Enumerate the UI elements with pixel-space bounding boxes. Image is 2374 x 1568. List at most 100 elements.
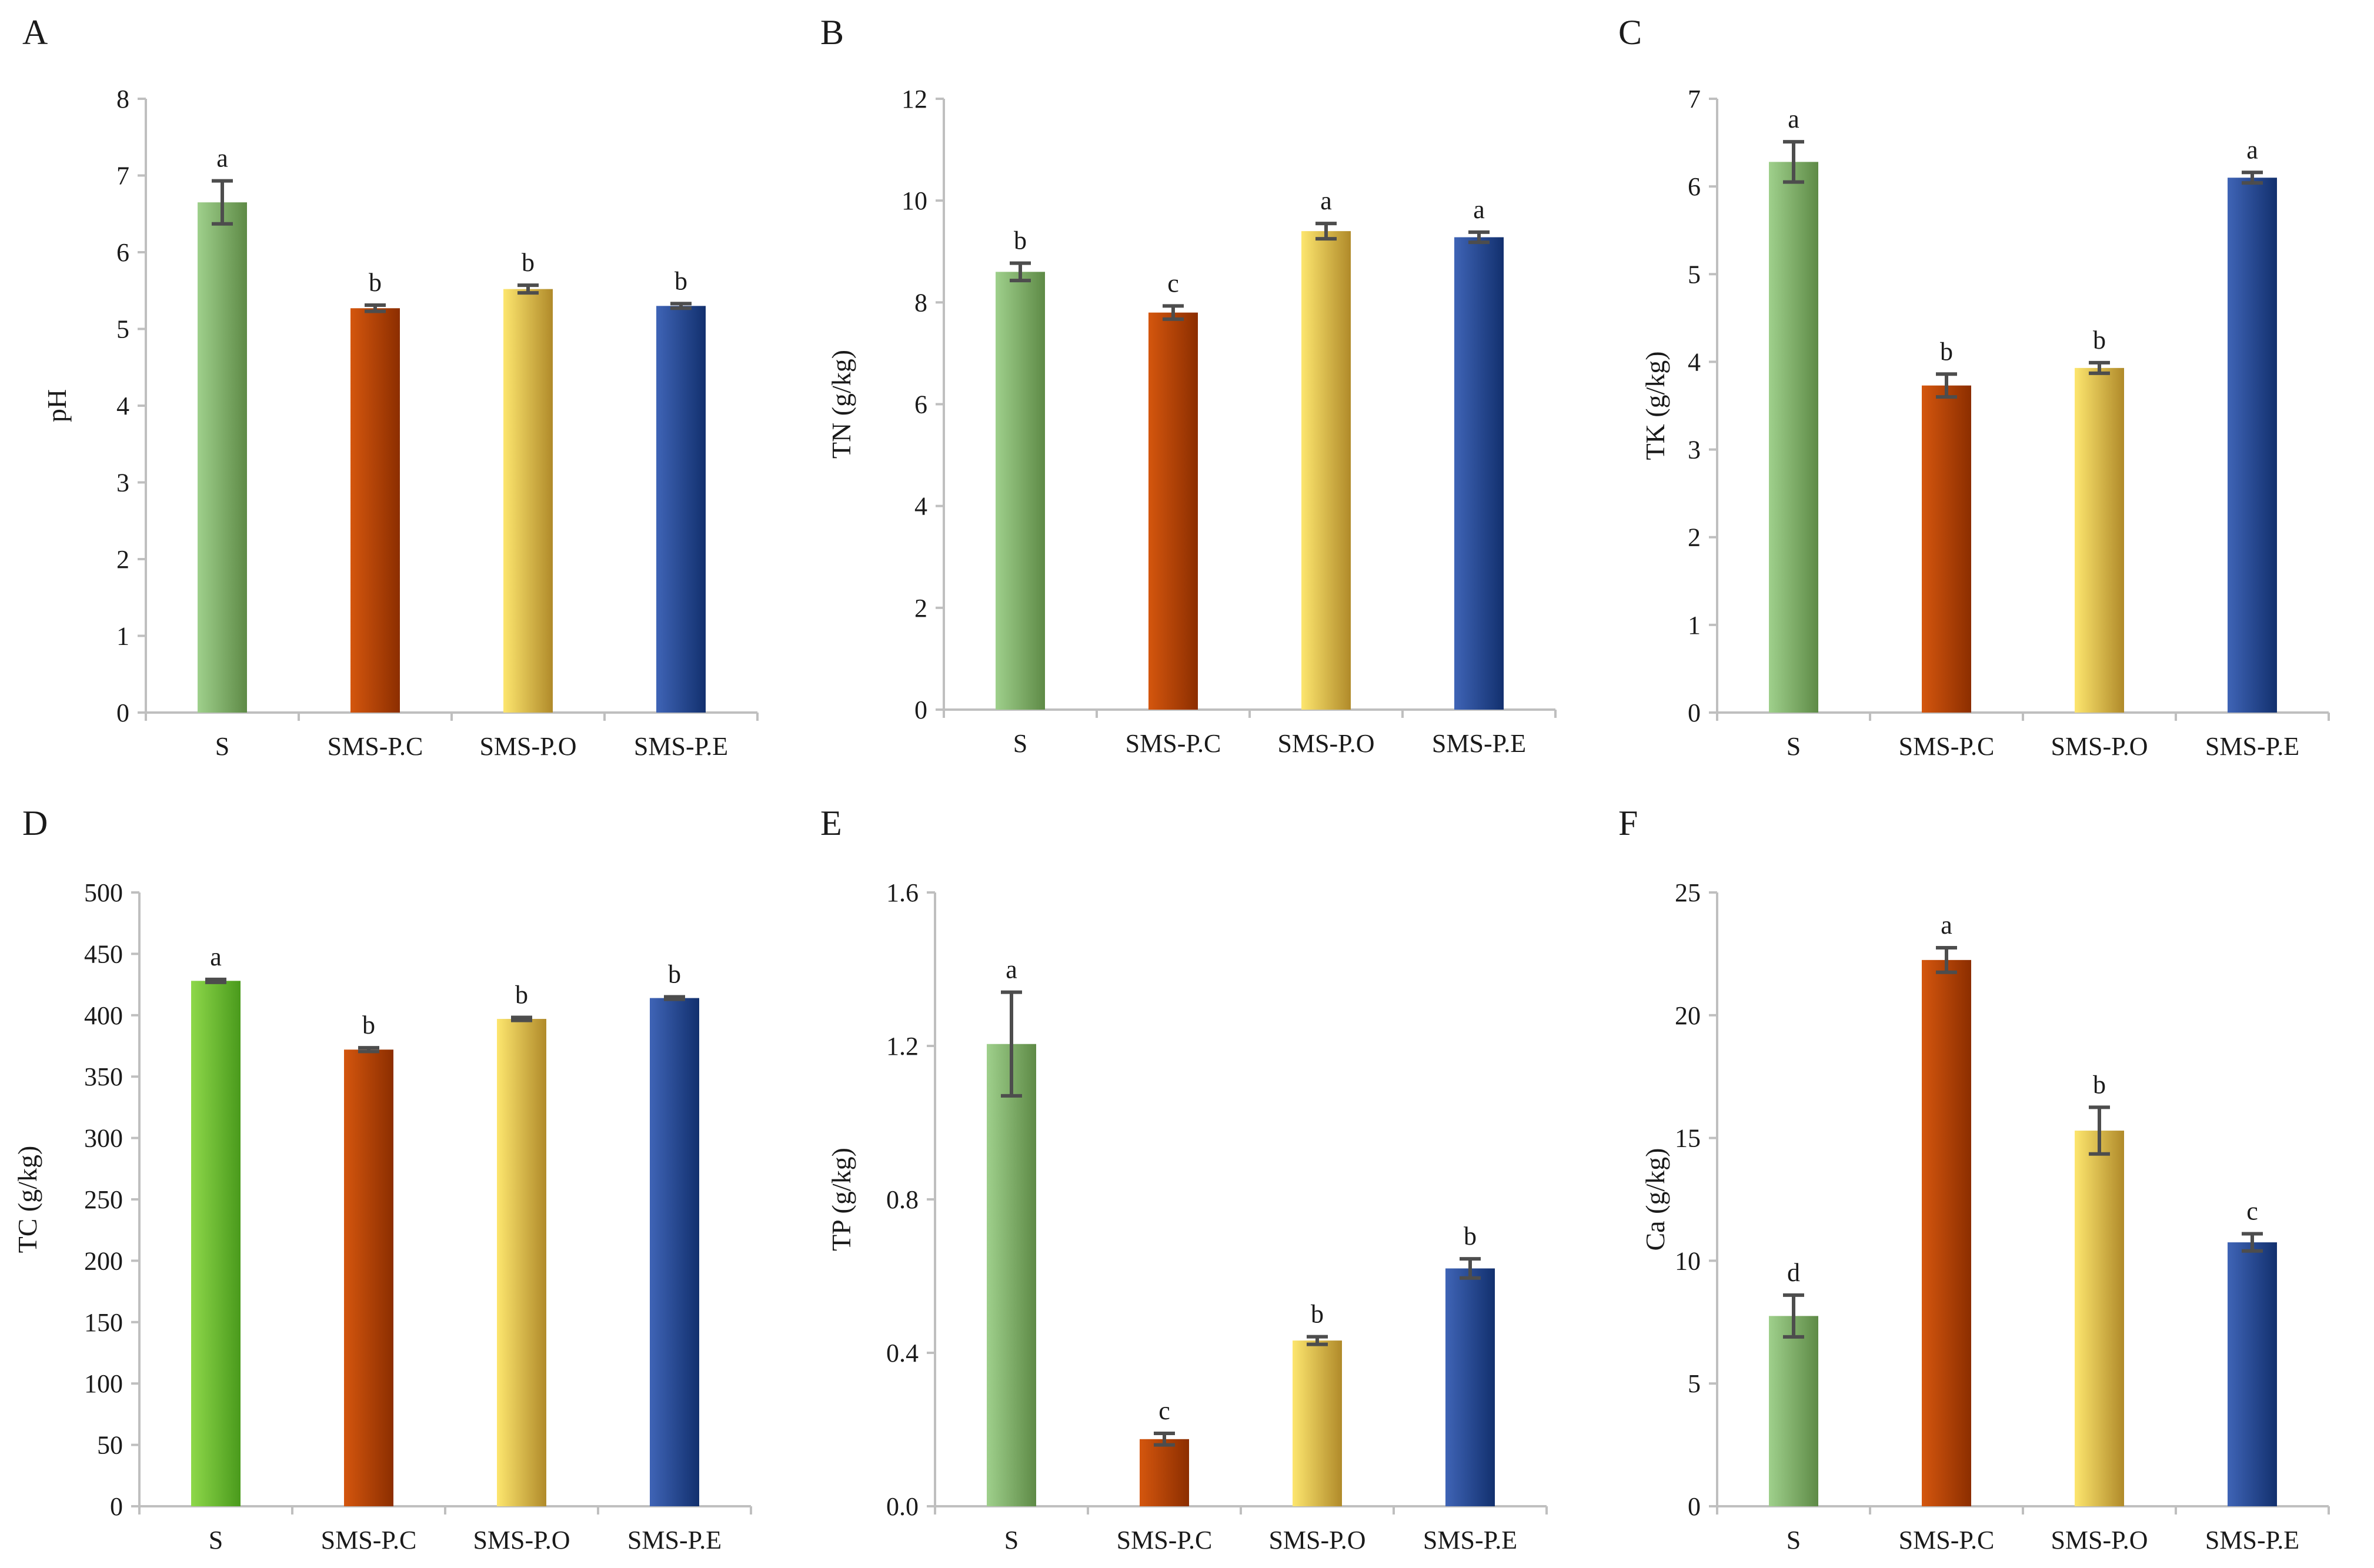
x-category-label: SMS-P.C (1899, 1526, 1995, 1554)
significance-label: c (2246, 1196, 2258, 1225)
y-tick-label: 4 (116, 392, 129, 420)
x-category-label: SMS-P.O (473, 1526, 570, 1554)
y-tick-label: 1 (1688, 611, 1701, 640)
bar-sms-pc (344, 1049, 393, 1506)
error-bar (670, 302, 692, 310)
significance-label: b (2093, 326, 2106, 355)
y-tick-label: 50 (97, 1431, 123, 1460)
panel-label: A (22, 13, 48, 52)
y-axis-title: TK (g/kg) (1640, 351, 1670, 460)
bar-sms-pe (650, 998, 699, 1506)
y-tick-label: 7 (1688, 85, 1701, 113)
y-tick-label: 0 (116, 698, 129, 727)
chart-panels: A012345678pHaSbSMS-P.CbSMS-P.ObSMS-P.EB0… (12, 13, 2330, 1554)
y-axis-title: TC (g/kg) (12, 1146, 42, 1253)
bar-sms-po (497, 1019, 546, 1506)
y-tick-label: 20 (1675, 1001, 1701, 1030)
y-tick-label: 2 (914, 594, 927, 623)
error-bar (1783, 140, 1804, 184)
y-tick-label: 7 (116, 162, 129, 190)
error-bar (1001, 990, 1022, 1098)
bar-sms-pc (1922, 959, 1971, 1506)
y-axis-title: TP (g/kg) (826, 1148, 856, 1251)
y-tick-label: 500 (84, 878, 123, 907)
y-tick-label: 5 (1688, 1369, 1701, 1398)
panel-c: C 0 1 2 3 4 5 6 7 TK (g/kg) a Sb SMS-P.C b SMS-P.O a SMS… (1618, 13, 2330, 761)
y-tick-label: 0 (914, 696, 927, 724)
bar-s (996, 272, 1045, 710)
x-category-label: S (1787, 732, 1801, 761)
error-bar (517, 283, 539, 295)
x-category-label: S (215, 732, 229, 761)
y-tick-label: 200 (84, 1246, 123, 1275)
x-category-label: S (1787, 1526, 1801, 1554)
panel-f: F 0 5 10 15 20 25 Ca (g/kg) d Sa SMS-P.C b SMS-P.O c S… (1618, 804, 2330, 1554)
significance-label: c (1158, 1396, 1170, 1425)
bar-s (1769, 162, 1818, 713)
x-category-label: SMS-P.C (1117, 1526, 1213, 1554)
y-tick-label: 0 (1688, 1492, 1701, 1521)
x-category-label: SMS-P.E (2205, 1526, 2299, 1554)
bar-sms-pe (656, 306, 706, 713)
significance-label: b (362, 1011, 375, 1039)
significance-label: b (1464, 1222, 1477, 1251)
error-bar (2242, 170, 2263, 185)
significance-label: a (1788, 105, 1799, 133)
error-bar (2242, 1232, 2263, 1253)
y-tick-label: 2 (116, 545, 129, 574)
y-tick-label: 2 (1688, 523, 1701, 552)
significance-label: a (1006, 955, 1017, 984)
error-bar (358, 1046, 379, 1054)
bar-sms-pe (1454, 237, 1504, 710)
significance-label: a (1473, 195, 1485, 224)
error-bar (1163, 304, 1184, 321)
significance-label: a (2246, 135, 2258, 164)
error-bar (2089, 1105, 2110, 1156)
x-category-label: S (209, 1526, 223, 1554)
panel-label: F (1618, 804, 1638, 842)
y-tick-label: 450 (84, 940, 123, 968)
significance-label: b (1014, 226, 1027, 255)
y-tick-label: 6 (116, 238, 129, 267)
panel-b: B 0 2 4 6 8 10 12 TN (g/kg) b Sc SMS-P.C a SMS-P.O a SM… (820, 13, 1557, 758)
y-tick-label: 5 (1688, 260, 1701, 289)
bar-sms-pc (1148, 312, 1198, 710)
error-bar (365, 303, 386, 313)
significance-label: b (675, 266, 687, 295)
x-category-label: SMS-P.E (1423, 1526, 1517, 1554)
y-tick-label: 150 (84, 1308, 123, 1337)
error-bar (2089, 360, 2110, 375)
y-tick-label: 0.8 (886, 1185, 919, 1214)
bar-sms-pc (1922, 385, 1971, 713)
y-tick-label: 25 (1675, 878, 1701, 907)
y-tick-label: 6 (1688, 172, 1701, 201)
y-tick-label: 250 (84, 1185, 123, 1214)
y-axis-title: Ca (g/kg) (1640, 1148, 1670, 1251)
y-tick-label: 12 (901, 85, 927, 113)
significance-label: a (210, 942, 222, 971)
x-category-label: S (1004, 1526, 1019, 1554)
error-bar (1468, 230, 1490, 245)
x-category-label: SMS-P.E (1432, 729, 1526, 758)
y-tick-label: 0 (1688, 698, 1701, 727)
y-tick-label: 8 (116, 85, 129, 113)
y-tick-label: 0.0 (886, 1492, 919, 1521)
x-category-label: SMS-P.O (2051, 1526, 2148, 1554)
bar-sms-pe (1445, 1268, 1495, 1506)
y-tick-label: 10 (901, 186, 927, 215)
x-category-label: SMS-P.O (1277, 729, 1374, 758)
panel-label: B (820, 13, 844, 52)
error-bar (511, 1015, 532, 1022)
significance-label: b (515, 981, 528, 1009)
panel-label: C (1618, 13, 1642, 52)
error-bar (1307, 1335, 1328, 1346)
error-bar (1936, 945, 1957, 974)
y-tick-label: 4 (914, 492, 927, 521)
y-tick-label: 6 (914, 390, 927, 419)
y-tick-label: 0 (110, 1492, 123, 1521)
y-tick-label: 8 (914, 288, 927, 317)
y-axis-title: TN (g/kg) (826, 350, 856, 459)
bar-sms-po (503, 289, 553, 713)
y-tick-label: 350 (84, 1062, 123, 1091)
error-bar (1154, 1432, 1175, 1447)
